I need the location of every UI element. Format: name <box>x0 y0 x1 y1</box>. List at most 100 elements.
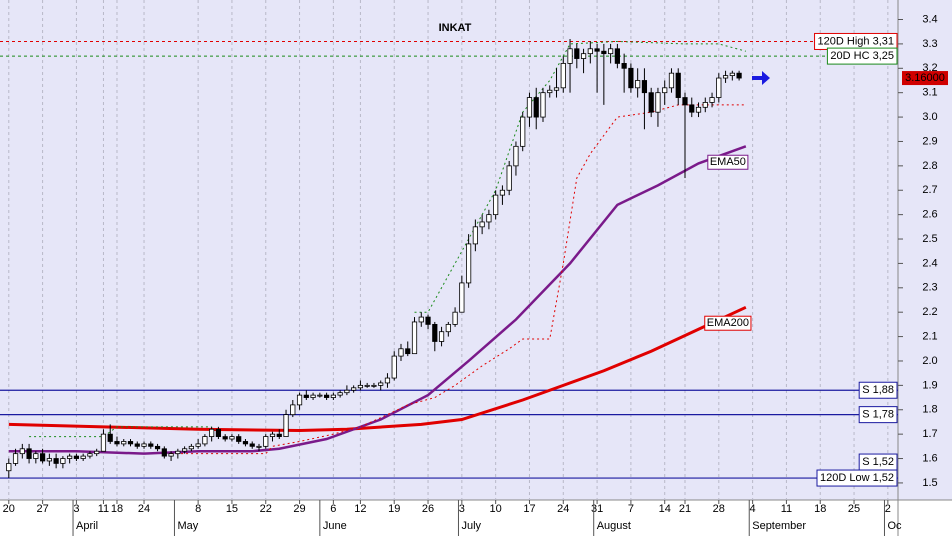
candle-body <box>107 433 113 442</box>
candle-body <box>182 448 188 452</box>
candle-body <box>222 436 228 440</box>
candle-body <box>317 394 323 397</box>
candle-body <box>506 165 512 191</box>
candle-body <box>242 441 249 445</box>
candle-body <box>100 433 107 452</box>
candle-body <box>94 450 100 455</box>
x-tick-label: 18 <box>814 503 826 515</box>
candle-body <box>411 321 418 355</box>
candle-body <box>148 443 154 447</box>
candle-body <box>716 77 722 98</box>
line-label-box <box>704 315 752 331</box>
candle-body <box>215 428 222 437</box>
candle-body <box>344 389 350 394</box>
y-tick-label: 2.3 <box>922 282 937 294</box>
candle-body <box>290 404 296 416</box>
candle-body <box>195 443 201 447</box>
indicator-line <box>171 104 746 455</box>
candle-body <box>526 97 533 118</box>
y-tick-label: 2.9 <box>922 135 937 147</box>
x-tick-label: 27 <box>36 503 48 515</box>
candle-body <box>276 433 282 437</box>
y-tick-label: 1.9 <box>922 379 937 391</box>
level-label: 120D High 3,31 <box>814 32 898 50</box>
y-tick-label: 3.1 <box>922 87 937 99</box>
x-tick-label: 31 <box>591 503 603 515</box>
y-tick-label: 2.0 <box>922 355 937 367</box>
candle-body <box>547 89 553 94</box>
candle-body <box>141 443 147 447</box>
level-label-text: 120D Low 1,52 <box>820 472 894 484</box>
candle-body <box>324 394 330 398</box>
level-label-text: 20D HC 3,25 <box>830 50 894 62</box>
line-label: EMA50 <box>707 154 749 170</box>
candle-body <box>709 97 715 103</box>
candle-body <box>540 92 546 118</box>
y-tick-label: 3.0 <box>922 111 937 123</box>
candle-body <box>283 414 289 437</box>
candle-body <box>574 48 580 59</box>
candle-body <box>695 106 702 113</box>
month-label: August <box>597 520 631 532</box>
candle-body <box>520 116 526 147</box>
level-label: 20D HC 3,25 <box>826 47 898 65</box>
line-label-box <box>707 154 749 170</box>
month-label: Oc <box>887 520 902 532</box>
candle-body <box>330 394 336 398</box>
x-tick-label: 15 <box>226 503 238 515</box>
indicator-line <box>8 305 747 432</box>
candle-body <box>662 87 668 94</box>
candle-body <box>19 448 25 455</box>
candle-body <box>73 455 80 459</box>
candle-body <box>675 72 681 98</box>
candle-body <box>121 441 127 445</box>
candle-body <box>702 102 708 108</box>
candle-body <box>635 80 641 89</box>
x-tick-label: 29 <box>293 503 305 515</box>
level-label-text: S 1,78 <box>862 409 894 421</box>
level-label: S 1,88 <box>858 381 898 399</box>
y-tick-label: 1.6 <box>922 452 937 464</box>
level-label-box <box>826 47 898 65</box>
candle-body <box>682 97 688 106</box>
candle-body <box>452 311 458 325</box>
month-label: April <box>76 520 98 532</box>
candle-body <box>425 316 431 325</box>
candle-body <box>580 53 587 59</box>
x-tick-label: 4 <box>750 503 756 515</box>
level-label-text: 120D High 3,31 <box>818 35 894 47</box>
y-tick-label: 1.7 <box>922 428 937 440</box>
last-price-box <box>902 71 948 86</box>
candle-body <box>46 458 52 462</box>
candle-body <box>263 436 269 447</box>
y-tick-label: 1.5 <box>922 477 937 489</box>
candle-body <box>398 348 404 357</box>
plot-background <box>0 0 952 500</box>
candle-body <box>736 72 742 79</box>
candle-body <box>472 226 478 245</box>
x-tick-label: 26 <box>422 503 434 515</box>
candle-body <box>438 331 445 342</box>
candle-body <box>459 282 465 313</box>
candle-body <box>641 80 648 94</box>
candle-body <box>628 67 634 89</box>
candle-body <box>33 453 39 459</box>
x-tick-label: 3 <box>73 503 79 515</box>
candle-body <box>202 436 208 445</box>
x-tick-label: 10 <box>490 503 502 515</box>
candle-body <box>337 392 343 396</box>
candle-body <box>493 194 499 216</box>
chart-title: INKAT <box>439 22 472 34</box>
candle-body <box>60 458 66 464</box>
level-label: 120D Low 1,52 <box>816 469 898 487</box>
candle-body <box>513 145 519 167</box>
x-tick-label: 14 <box>659 503 671 515</box>
candle-body <box>53 458 59 464</box>
candle-body <box>80 455 86 459</box>
candle-body <box>621 63 627 69</box>
indicator-line <box>29 40 746 438</box>
candle-body <box>6 463 12 472</box>
x-tick-label: 22 <box>260 503 272 515</box>
candle-body <box>236 436 242 442</box>
candle-body <box>87 453 93 457</box>
